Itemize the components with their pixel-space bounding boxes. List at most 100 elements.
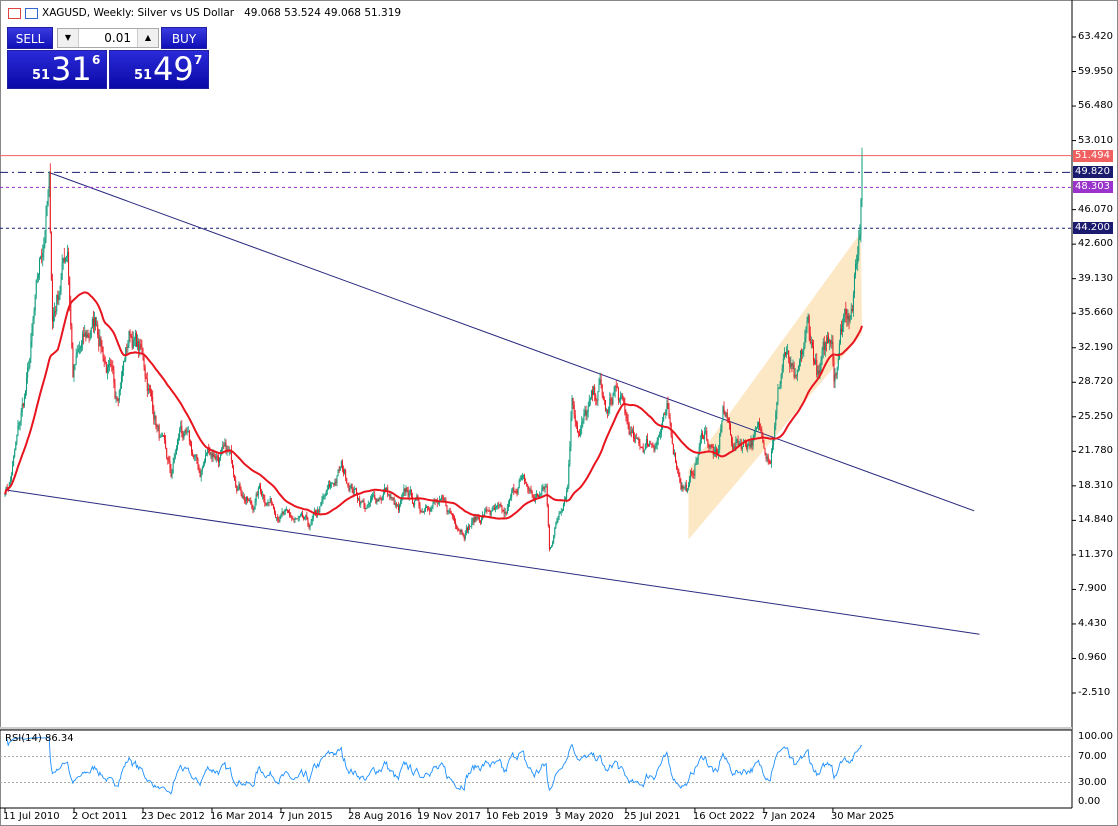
menu-icon[interactable] [8,7,21,19]
y-tick-label: 4.430 [1078,617,1107,629]
y-tick-label: 46.070 [1078,203,1113,215]
candle-body [341,461,343,470]
candle-body [57,295,59,300]
lot-stepper[interactable]: ▼ 0.01 ▲ [57,28,159,48]
y-tick-label: 53.010 [1078,134,1113,146]
candle-body [308,525,310,528]
candle-body [311,518,313,522]
candle-body [293,519,295,521]
candle-body [708,444,710,448]
candle-body [131,336,133,348]
candle-body [538,495,540,498]
candle-body [784,352,786,355]
candle-body [395,502,397,507]
one-click-trading-panel: SELL ▼ 0.01 ▲ BUY 51 31 6 51 49 7 [7,27,209,89]
candle-body [211,453,213,458]
lot-input[interactable]: 0.01 [78,29,138,47]
candle-body [75,355,77,365]
candle-body [532,494,534,497]
candle-body [290,515,292,518]
candle-body [452,516,454,518]
candle-body [600,379,602,385]
candle-body [700,433,702,440]
candle-body [272,505,274,508]
candle-body [245,496,247,501]
candle-body [421,511,423,513]
decrease-lot-button[interactable]: ▼ [58,29,78,47]
candle-body [780,374,782,384]
candle-body [676,462,678,469]
candle-body [803,347,805,351]
candle-body [489,511,491,515]
candle-body [587,406,589,412]
candle-body [26,377,28,392]
candle-body [82,333,84,343]
candle-body [81,342,83,348]
candle-body [709,445,711,448]
candle-body [279,516,281,522]
candle-body [159,436,161,438]
candle-body [267,502,269,503]
candle-body [348,485,350,491]
candle-body [802,350,804,355]
candle-body [733,446,735,450]
candle-body [682,485,684,489]
candle-body [499,503,501,506]
x-tick-label: 19 Nov 2017 [416,811,481,822]
candle-body [309,524,311,528]
candle-body [720,429,722,434]
buy-button[interactable]: BUY [161,27,207,49]
candle-body [519,479,521,481]
candle-body [623,398,625,404]
candle-body [648,444,650,447]
candle-body [607,410,609,413]
candle-body [266,502,268,505]
candle-body [332,483,334,485]
candle-body [603,399,605,401]
candle-body [143,356,145,368]
candle-body [157,425,159,427]
candle-body [441,497,443,500]
chart-icon[interactable] [25,7,38,19]
candle-body [531,491,533,495]
candle-body [521,475,523,478]
candle-body [366,505,368,508]
sell-price-small: 6 [92,53,101,67]
buy-price[interactable]: 51 49 7 [109,50,209,89]
candle-body [205,454,207,462]
candle-body [480,518,482,523]
candle-body [652,444,654,447]
increase-lot-button[interactable]: ▲ [138,29,158,47]
candle-body [30,340,32,358]
candle-body [474,516,476,523]
candle-body [288,510,290,513]
candle-body [664,413,666,415]
candle-body [397,505,399,510]
candle-body [694,464,696,476]
candle-body [712,446,714,455]
candle-body [704,432,706,439]
candle-body [15,442,17,451]
sell-price[interactable]: 51 31 6 [7,50,107,89]
candle-body [765,453,767,459]
candle-body [629,431,631,435]
candle-body [445,499,447,506]
y-tick-label: 25.250 [1078,410,1113,422]
candle-body [89,337,91,338]
x-tick-label: 11 Jul 2010 [3,811,60,822]
candle-body [101,346,103,348]
candle-body [750,440,752,448]
candle-body [692,473,694,475]
candle-body [581,422,583,429]
candle-body [334,481,336,486]
candle-body [111,364,113,366]
candle-body [393,497,395,505]
y-tick-label: 59.950 [1078,65,1113,77]
candle-body [158,425,160,438]
candle-body [209,451,211,455]
sell-button[interactable]: SELL [7,27,53,49]
candle-body [601,384,603,396]
candle-body [575,421,577,426]
candle-body [35,279,37,295]
